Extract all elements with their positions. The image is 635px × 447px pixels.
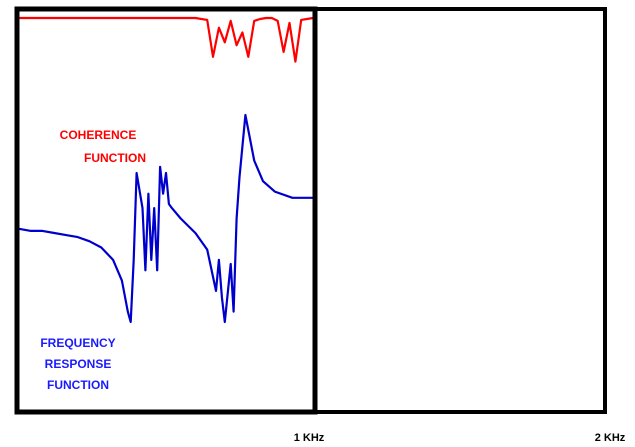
frf-label-line3: FUNCTION	[47, 378, 109, 392]
x-tick-label-1: 1 KHz	[294, 432, 325, 444]
frf-label-line2: RESPONSE	[45, 357, 112, 371]
coherence-label-line1: COHERENCE	[60, 128, 137, 142]
panel-left-frame	[14, 6, 318, 415]
coherence-series-line	[19, 16, 314, 63]
panel-right-frame	[313, 7, 607, 414]
x-axis-ticks: 1 KHz 2 KHz	[294, 432, 626, 444]
frf-series-line	[18, 113, 313, 324]
frf-label-line1: FREQUENCY	[40, 336, 115, 350]
series-layer	[18, 16, 314, 324]
x-tick-label-2: 2 KHz	[595, 432, 626, 444]
coherence-label-line2: FUNCTION	[84, 151, 146, 165]
